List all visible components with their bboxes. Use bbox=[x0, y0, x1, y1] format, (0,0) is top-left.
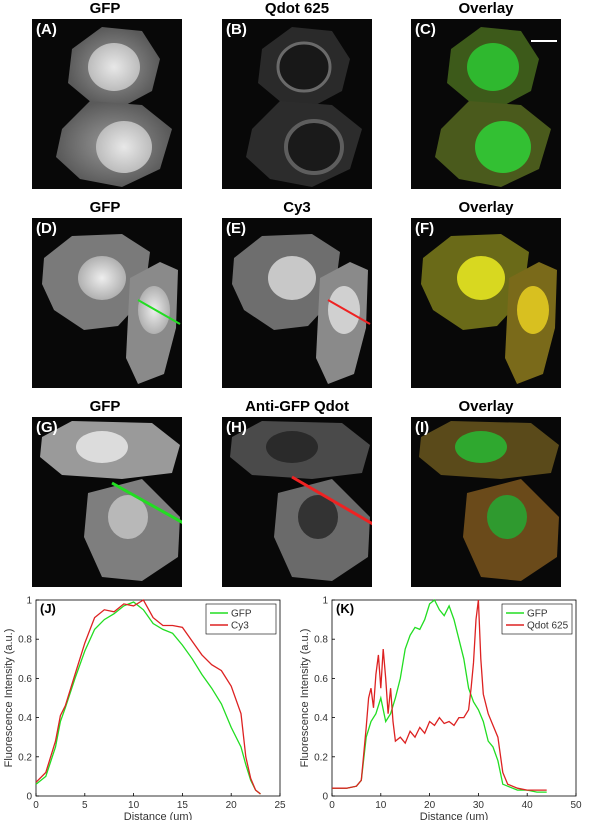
chart-k-series-line-0 bbox=[332, 598, 547, 793]
chart-k-legend-label-0: GFP bbox=[527, 609, 548, 620]
micrograph-d-svg bbox=[42, 234, 181, 384]
chart-j-svg: 0 5 10 15 20 25 0 0.2 0.4 0.6 0.8 1 Distance (um) Flu… bbox=[3, 596, 286, 824]
chart-j-series-line-0 bbox=[35, 601, 261, 795]
chart-k-legend-label-1: Qdot 625 bbox=[527, 621, 569, 632]
chart-j-y-tick-label-5: 1 bbox=[26, 596, 32, 607]
chart-k-y-axis-label: Fluorescence Intensity (a.u.) bbox=[299, 629, 311, 768]
profile-line bbox=[137, 299, 181, 325]
chart-k: 0 10 20 30 40 50 0 0.2 0.4 0.6 0.8 1 Distance (um) Fl… bbox=[296, 594, 592, 825]
panel-title-f: Overlay bbox=[458, 199, 514, 216]
chart-k-y-tick-label-2: 0.4 bbox=[314, 713, 328, 724]
chart-k-svg: 0 10 20 30 40 50 0 0.2 0.4 0.6 0.8 1 Distance (um) Fl… bbox=[299, 596, 582, 824]
chart-j-legend-box bbox=[205, 603, 277, 635]
panel-title-b: Qdot 625 bbox=[264, 0, 330, 17]
panel-title-h: Anti-GFP Qdot bbox=[245, 398, 349, 415]
chart-j-series-line-1 bbox=[35, 599, 261, 795]
chart-k-series-line-1 bbox=[332, 599, 547, 791]
chart-k-legend-box bbox=[501, 603, 573, 635]
panel-title-a: GFP bbox=[89, 0, 121, 17]
micrograph-a: (A) bbox=[32, 19, 182, 189]
chart-j-x-tick-label-0: 0 bbox=[33, 800, 39, 811]
chart-k-y-tick-label-5: 1 bbox=[322, 596, 328, 607]
micrograph-f-svg bbox=[421, 234, 557, 384]
chart-k-x-tick-label-1: 10 bbox=[375, 800, 387, 811]
profile-line bbox=[291, 475, 372, 526]
panel-label-h: (H) bbox=[226, 419, 247, 436]
profile-line bbox=[111, 481, 182, 524]
chart-j-x-axis-label: Distance (um) bbox=[124, 811, 192, 820]
panel-label-g: (G) bbox=[36, 419, 58, 436]
micrograph-i-svg bbox=[419, 421, 559, 581]
chart-k-x-tick-label-0: 0 bbox=[329, 800, 335, 811]
micrograph-e-svg bbox=[232, 234, 371, 384]
micrograph-d: (D) bbox=[32, 218, 182, 388]
chart-j-y-tick-label-0: 0 bbox=[26, 792, 32, 803]
panel-label-e: (E) bbox=[226, 220, 246, 237]
chart-k-x-axis-label: Distance (um) bbox=[420, 811, 488, 820]
panel-title-e: Cy3 bbox=[283, 199, 311, 216]
micrograph-h-svg bbox=[230, 421, 372, 581]
panel-label-i: (I) bbox=[415, 419, 430, 436]
micrograph-b: (B) bbox=[222, 19, 372, 189]
chart-k-panel-label: (K) bbox=[336, 601, 354, 616]
chart-j-x-tick-label-2: 10 bbox=[128, 800, 140, 811]
chart-j-x-tick-label-5: 25 bbox=[274, 800, 286, 811]
panel-label-f: (F) bbox=[415, 220, 435, 237]
micrograph-g: (G) bbox=[32, 417, 182, 587]
chart-k-y-tick-label-1: 0.2 bbox=[314, 752, 328, 763]
panel-title-g: GFP bbox=[89, 398, 121, 415]
chart-k-x-tick-label-5: 50 bbox=[570, 800, 582, 811]
panel-label-d: (D) bbox=[36, 220, 57, 237]
panel-label-b: (B) bbox=[226, 21, 247, 38]
chart-j-y-tick-label-4: 0.8 bbox=[18, 635, 32, 646]
panel-title-c: Overlay bbox=[458, 0, 514, 17]
chart-k-x-tick-label-2: 20 bbox=[424, 800, 436, 811]
panel-label-c: (C) bbox=[415, 21, 436, 38]
profile-line bbox=[327, 299, 371, 325]
chart-k-x-tick-label-4: 40 bbox=[522, 800, 534, 811]
chart-j-x-tick-label-3: 15 bbox=[177, 800, 189, 811]
chart-j-x-tick-label-1: 5 bbox=[82, 800, 88, 811]
micrograph-c: (C) bbox=[411, 19, 561, 189]
chart-j: 0 5 10 15 20 25 0 0.2 0.4 0.6 0.8 1 Distance (um) Flu… bbox=[0, 594, 296, 825]
panel-label-a: (A) bbox=[36, 21, 57, 38]
chart-j-y-tick-label-1: 0.2 bbox=[18, 752, 32, 763]
panel-title-d: GFP bbox=[89, 199, 121, 216]
chart-j-panel-label: (J) bbox=[40, 601, 56, 616]
micrograph-a-svg bbox=[56, 27, 172, 187]
chart-k-y-tick-label-0: 0 bbox=[322, 792, 328, 803]
panel-title-i: Overlay bbox=[458, 398, 514, 415]
chart-j-x-tick-label-4: 20 bbox=[226, 800, 238, 811]
chart-j-legend-label-1: Cy3 bbox=[231, 621, 249, 632]
micrograph-g-svg bbox=[40, 421, 182, 581]
chart-j-legend-label-0: GFP bbox=[231, 609, 252, 620]
micrograph-c-svg bbox=[435, 27, 557, 187]
micrograph-b-svg bbox=[246, 27, 362, 187]
micrograph-f: (F) bbox=[411, 218, 561, 388]
micrograph-h: (H) bbox=[222, 417, 372, 587]
micrograph-i: (I) bbox=[411, 417, 561, 587]
micrograph-e: (E) bbox=[222, 218, 372, 388]
chart-j-y-tick-label-3: 0.6 bbox=[18, 674, 32, 685]
chart-k-x-tick-label-3: 30 bbox=[473, 800, 485, 811]
chart-j-y-tick-label-2: 0.4 bbox=[18, 713, 32, 724]
chart-k-y-tick-label-4: 0.8 bbox=[314, 635, 328, 646]
chart-j-y-axis-label: Fluorescence Intensity (a.u.) bbox=[3, 629, 15, 768]
chart-k-y-tick-label-3: 0.6 bbox=[314, 674, 328, 685]
